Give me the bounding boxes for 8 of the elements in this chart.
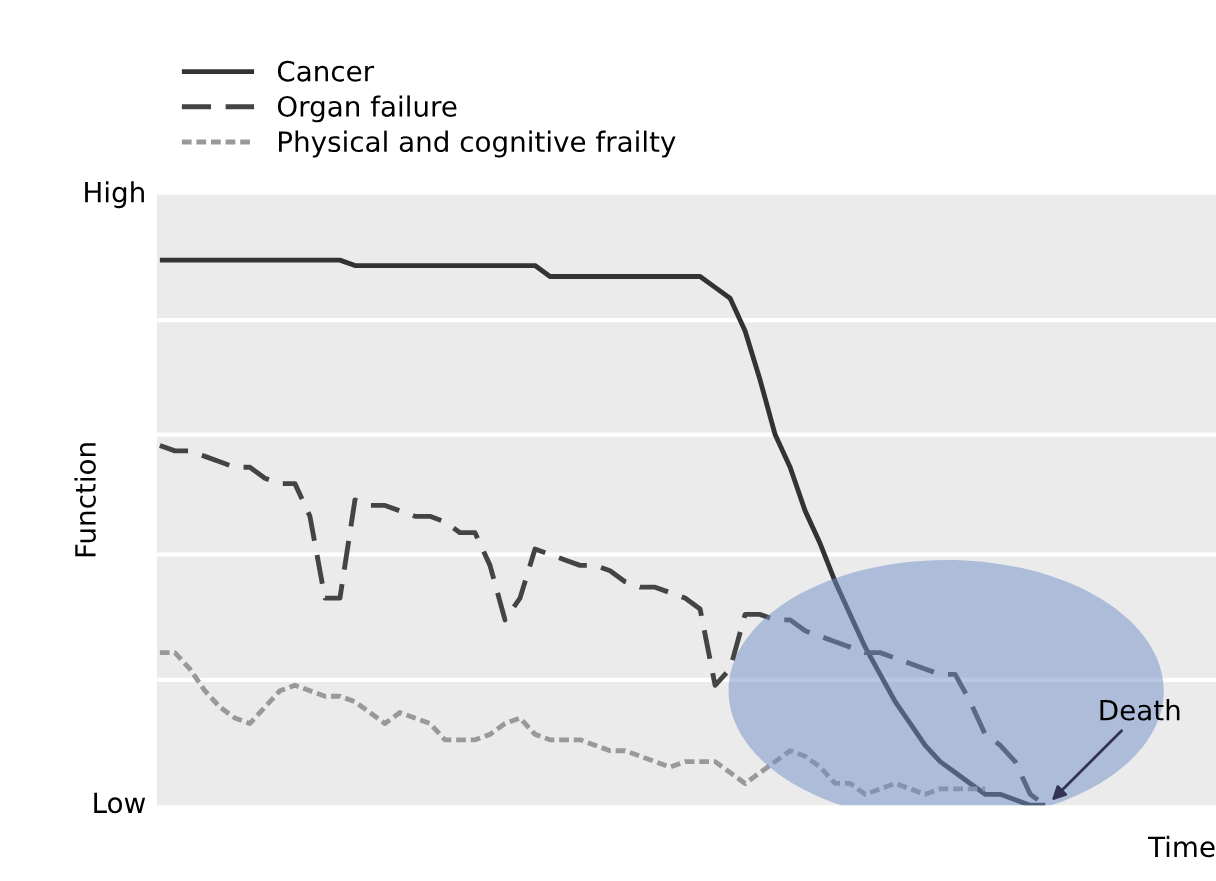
legend-label: Physical and cognitive frailty — [279, 130, 676, 158]
y-axis-title: Function — [74, 443, 96, 557]
x-axis-title: Time — [1147, 835, 1215, 858]
text: Death — [1100, 699, 1180, 721]
text: High — [85, 181, 144, 209]
legend-label: Organ failure — [277, 95, 457, 123]
legend-label: Cancer — [277, 60, 375, 82]
text: Low — [94, 792, 146, 814]
